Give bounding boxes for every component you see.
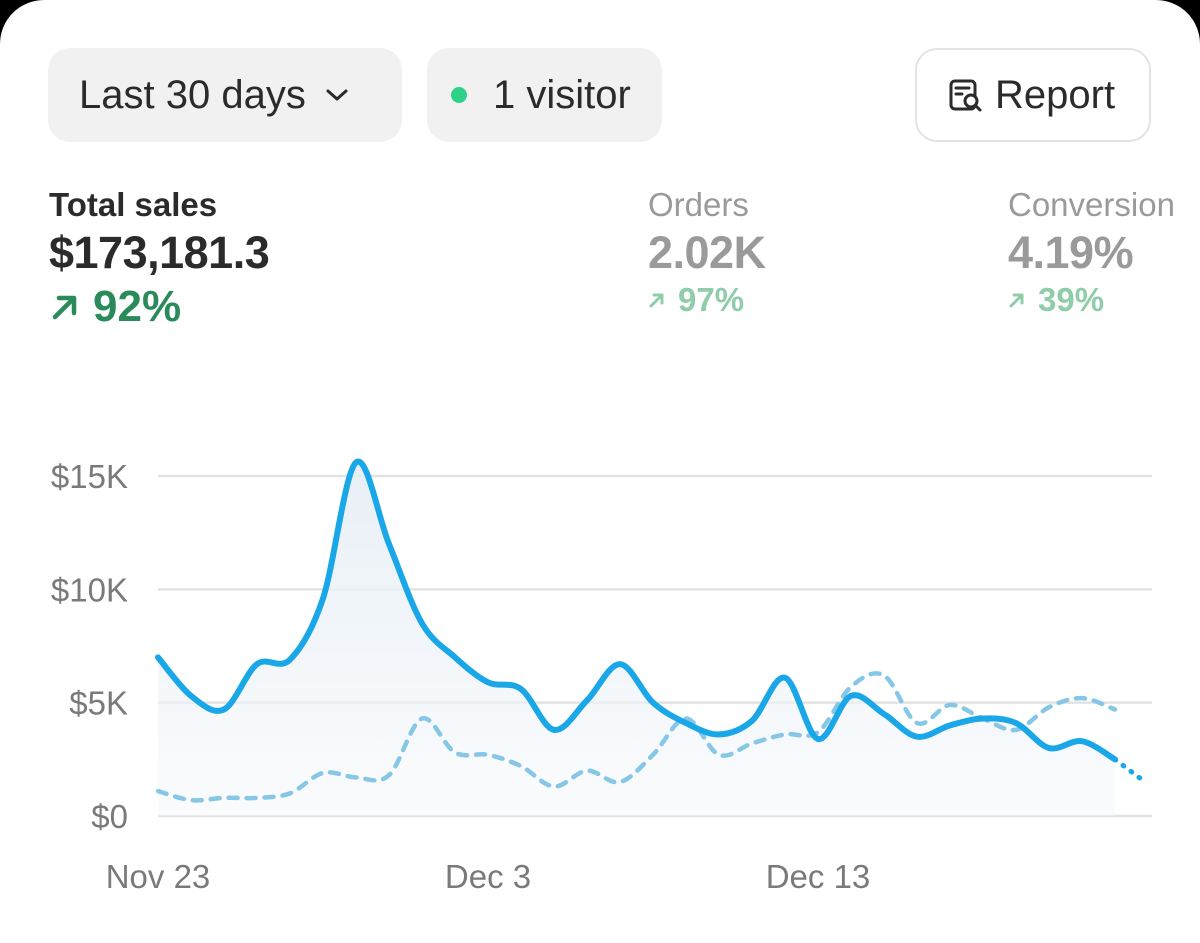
previous-period-line (155, 671, 1118, 803)
live-visitors-badge[interactable]: 1 visitor (427, 48, 662, 142)
report-button[interactable]: Report (915, 48, 1151, 142)
metric-orders[interactable]: Orders 2.02K 97% (648, 186, 766, 320)
date-range-label: Last 30 days (79, 72, 306, 117)
metric-total-sales[interactable]: Total sales $173,181.3 92% (49, 186, 270, 334)
y-tick-label: $0 (91, 798, 128, 835)
x-tick-label: Dec 3 (445, 858, 531, 895)
arrow-up-right-icon (648, 291, 666, 309)
current-series-area (158, 461, 1115, 816)
x-tick-label: Dec 13 (766, 858, 871, 895)
metric-delta: 39% (1008, 280, 1175, 320)
x-tick-label: Nov 23 (106, 858, 211, 895)
current-period-line (155, 458, 1118, 763)
y-tick-label: $10K (51, 571, 128, 608)
metric-label: Total sales (49, 186, 218, 223)
metric-label: Conversion (1008, 186, 1175, 223)
arrow-up-right-icon (49, 291, 81, 323)
projection-line (1112, 756, 1148, 785)
metric-delta: 97% (648, 280, 766, 320)
y-tick-label: $5K (69, 685, 128, 722)
metric-value: $173,181.3 (49, 227, 270, 278)
metric-delta-value: 39% (1038, 281, 1105, 318)
metric-value: 4.19% (1008, 227, 1134, 278)
chevron-down-icon (324, 87, 350, 103)
y-tick-label: $15K (51, 458, 128, 495)
metric-delta-value: 92% (93, 282, 182, 331)
arrow-up-right-icon (1008, 291, 1026, 309)
metric-delta-value: 97% (678, 281, 745, 318)
metric-delta: 92% (49, 280, 269, 334)
report-label: Report (995, 72, 1116, 117)
metric-value: 2.02K (648, 227, 766, 278)
metric-label: Orders (648, 186, 749, 223)
sales-line-chart[interactable]: $15K $10K $5K $0 Nov 23 Dec 3 Dec 13 (0, 440, 1200, 910)
live-dot-icon (451, 87, 467, 103)
date-range-dropdown[interactable]: Last 30 days (48, 48, 402, 142)
visitors-label: 1 visitor (493, 72, 631, 117)
metric-conversion[interactable]: Conversion 4.19% 39% (1008, 186, 1175, 320)
report-search-icon (947, 76, 985, 114)
